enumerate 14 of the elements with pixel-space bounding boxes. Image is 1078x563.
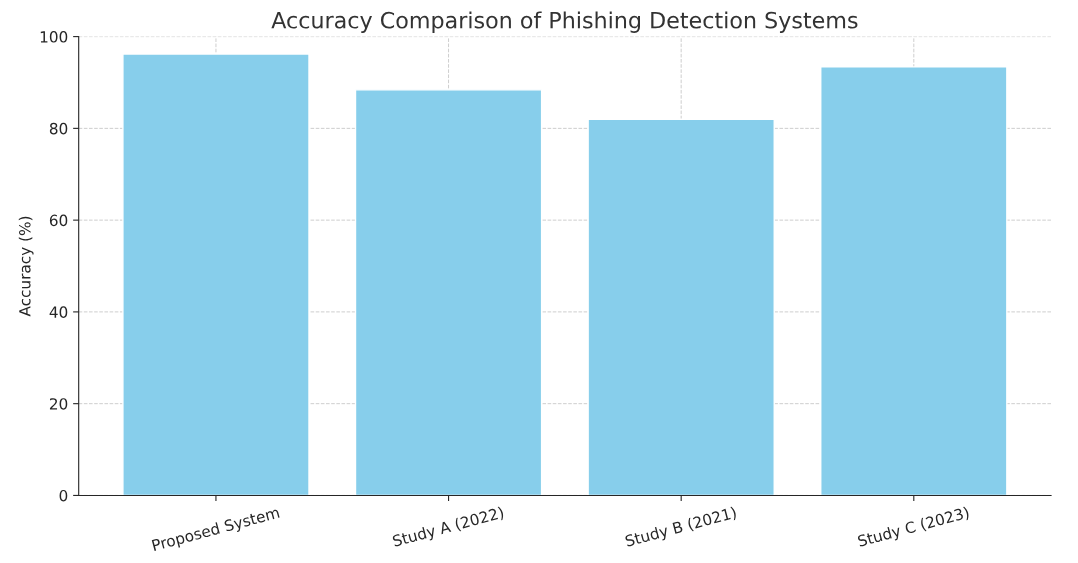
bar	[354, 89, 543, 496]
y-tick-label: 100	[40, 31, 68, 43]
bar	[122, 53, 310, 496]
y-tick-label: 80	[49, 122, 68, 135]
y-tick-label: 20	[49, 398, 68, 410]
x-tick-label: Study C (2023)	[857, 506, 971, 550]
chart-title: Accuracy Comparison of Phishing Detection Systems	[271, 11, 858, 33]
y-tick-label: 40	[49, 306, 68, 318]
x-tick-label: Study B (2021)	[624, 506, 738, 550]
bar	[587, 118, 775, 496]
y-axis-title: Accuracy (%)	[18, 216, 34, 317]
bar	[820, 66, 1008, 496]
y-tick-label: 60	[49, 214, 68, 227]
y-tick-label: 0	[59, 489, 68, 502]
